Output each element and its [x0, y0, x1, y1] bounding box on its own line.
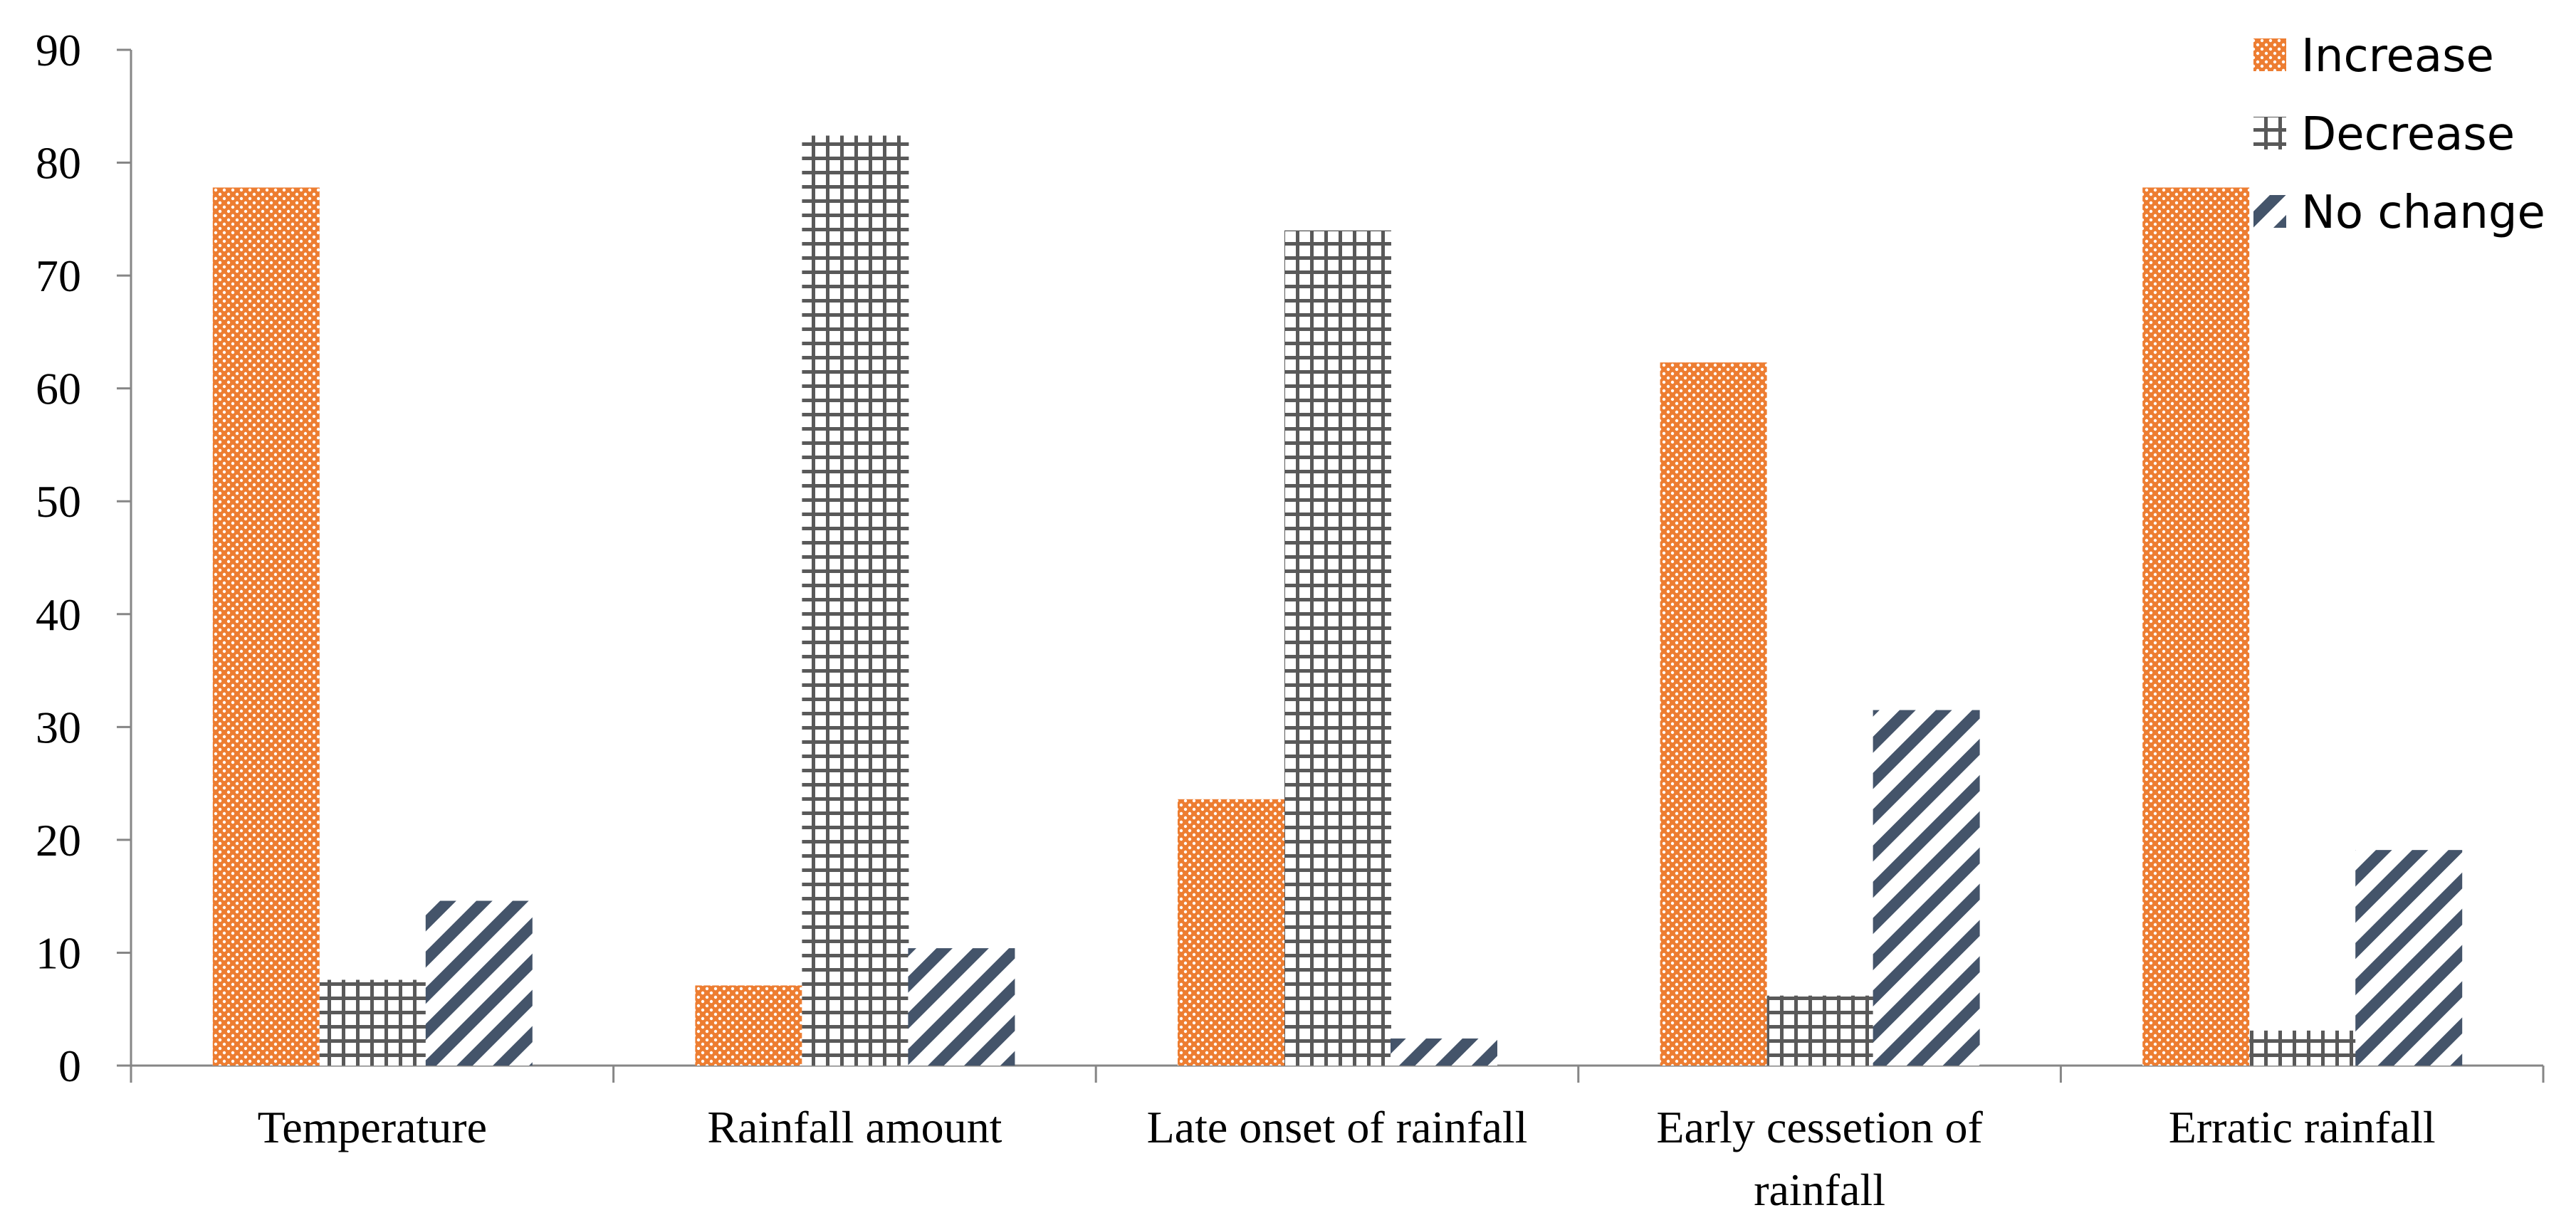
bars: [212, 135, 2463, 1066]
y-tick-label: 10: [36, 927, 81, 978]
x-category-label: Late onset of rainfall: [1147, 1102, 1528, 1152]
y-tick-label: 20: [36, 815, 81, 866]
legend-swatch-decrease: [2253, 117, 2286, 149]
bar-no-change: [1873, 710, 1980, 1066]
bar-no-change: [1391, 1038, 1497, 1066]
bar-increase: [695, 985, 802, 1066]
y-tick-label: 60: [36, 364, 81, 414]
bar-no-change: [908, 948, 1015, 1066]
y-tick-label: 30: [36, 702, 81, 752]
legend-swatch-no-change: [2253, 195, 2286, 228]
legend-swatch-increase: [2253, 38, 2286, 71]
x-category-label: Rainfall amount: [707, 1102, 1002, 1152]
legend-label: Increase: [2301, 30, 2494, 83]
bar-no-change: [2355, 850, 2463, 1066]
legend: Increase Decrease No change: [2253, 30, 2545, 239]
bar-increase: [1660, 362, 1767, 1066]
y-tick-label: 90: [36, 25, 81, 75]
bar-decrease: [319, 979, 426, 1066]
y-tick-label: 0: [58, 1041, 81, 1091]
x-category-label: Erratic rainfall: [2169, 1102, 2436, 1152]
legend-label: Decrease: [2301, 108, 2515, 161]
category-labels: Temperature Rainfall amount Late onset of …: [258, 1102, 2436, 1215]
y-tick-label: 50: [36, 476, 81, 527]
y-tick-label: 70: [36, 251, 81, 301]
bar-decrease: [1766, 995, 1874, 1066]
bar-no-change: [425, 900, 533, 1066]
axes: 0 10 20 30 40 50 60 70 80 90: [36, 25, 2545, 1091]
bar-decrease: [802, 135, 909, 1066]
y-tick-label: 80: [36, 138, 81, 189]
x-category-label: Early cessetion of: [1656, 1102, 1983, 1152]
y-tick-label: 40: [36, 589, 81, 640]
x-category-label: rainfall: [1754, 1165, 1885, 1215]
bar-increase: [1178, 799, 1284, 1066]
bar-increase: [2142, 187, 2250, 1066]
x-category-label: Temperature: [258, 1102, 487, 1152]
legend-label: No change: [2301, 186, 2545, 239]
bar-increase: [212, 187, 320, 1066]
bar-decrease: [1284, 230, 1391, 1066]
bar-decrease: [2249, 1030, 2357, 1066]
